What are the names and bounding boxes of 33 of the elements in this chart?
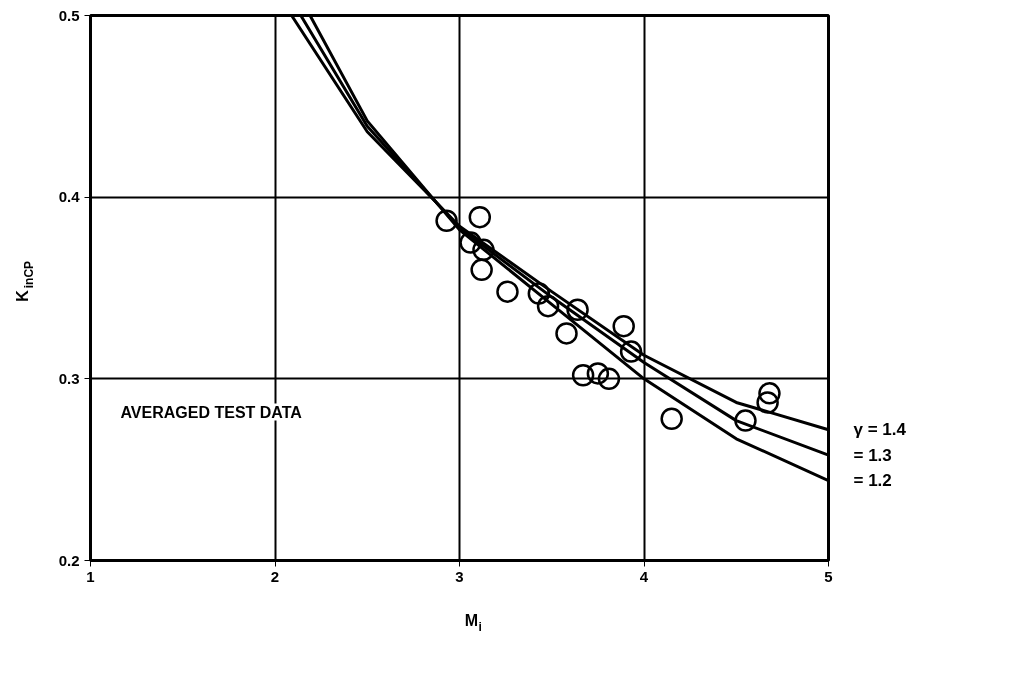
- point: [496, 280, 519, 303]
- y-tick-label: 0.4: [58, 188, 81, 206]
- point: [536, 294, 560, 318]
- point: [586, 362, 610, 385]
- series-label: = 1.2: [853, 471, 892, 491]
- y-tick-label: 0.2: [58, 551, 80, 569]
- point: [660, 407, 683, 431]
- x-tick-label: 1: [86, 567, 95, 585]
- series-label: = 1.3: [853, 445, 892, 465]
- point: [527, 282, 551, 305]
- point: [758, 382, 781, 405]
- point: [435, 209, 458, 233]
- point: [566, 298, 589, 322]
- x-tick-label: 5: [824, 567, 833, 585]
- y-axis-title: KinCP: [14, 260, 36, 302]
- x-tick-label: 2: [270, 567, 280, 585]
- x-tick-label: 4: [639, 567, 649, 585]
- point: [619, 340, 643, 363]
- point: [555, 322, 578, 345]
- point: [756, 391, 779, 414]
- x-tick-label: 3: [455, 567, 464, 585]
- point: [597, 367, 621, 391]
- point: [571, 363, 595, 387]
- y-tick-label: 0.3: [58, 369, 80, 387]
- y-tick-label: 0.5: [58, 6, 80, 24]
- point: [470, 258, 493, 282]
- point: [734, 409, 757, 432]
- series-label: γ = 1.4: [853, 420, 907, 440]
- point: [459, 231, 482, 254]
- point: [468, 205, 492, 229]
- point: [472, 238, 495, 262]
- point: [612, 314, 635, 338]
- annotation: AVERAGED TEST DATA: [120, 403, 303, 421]
